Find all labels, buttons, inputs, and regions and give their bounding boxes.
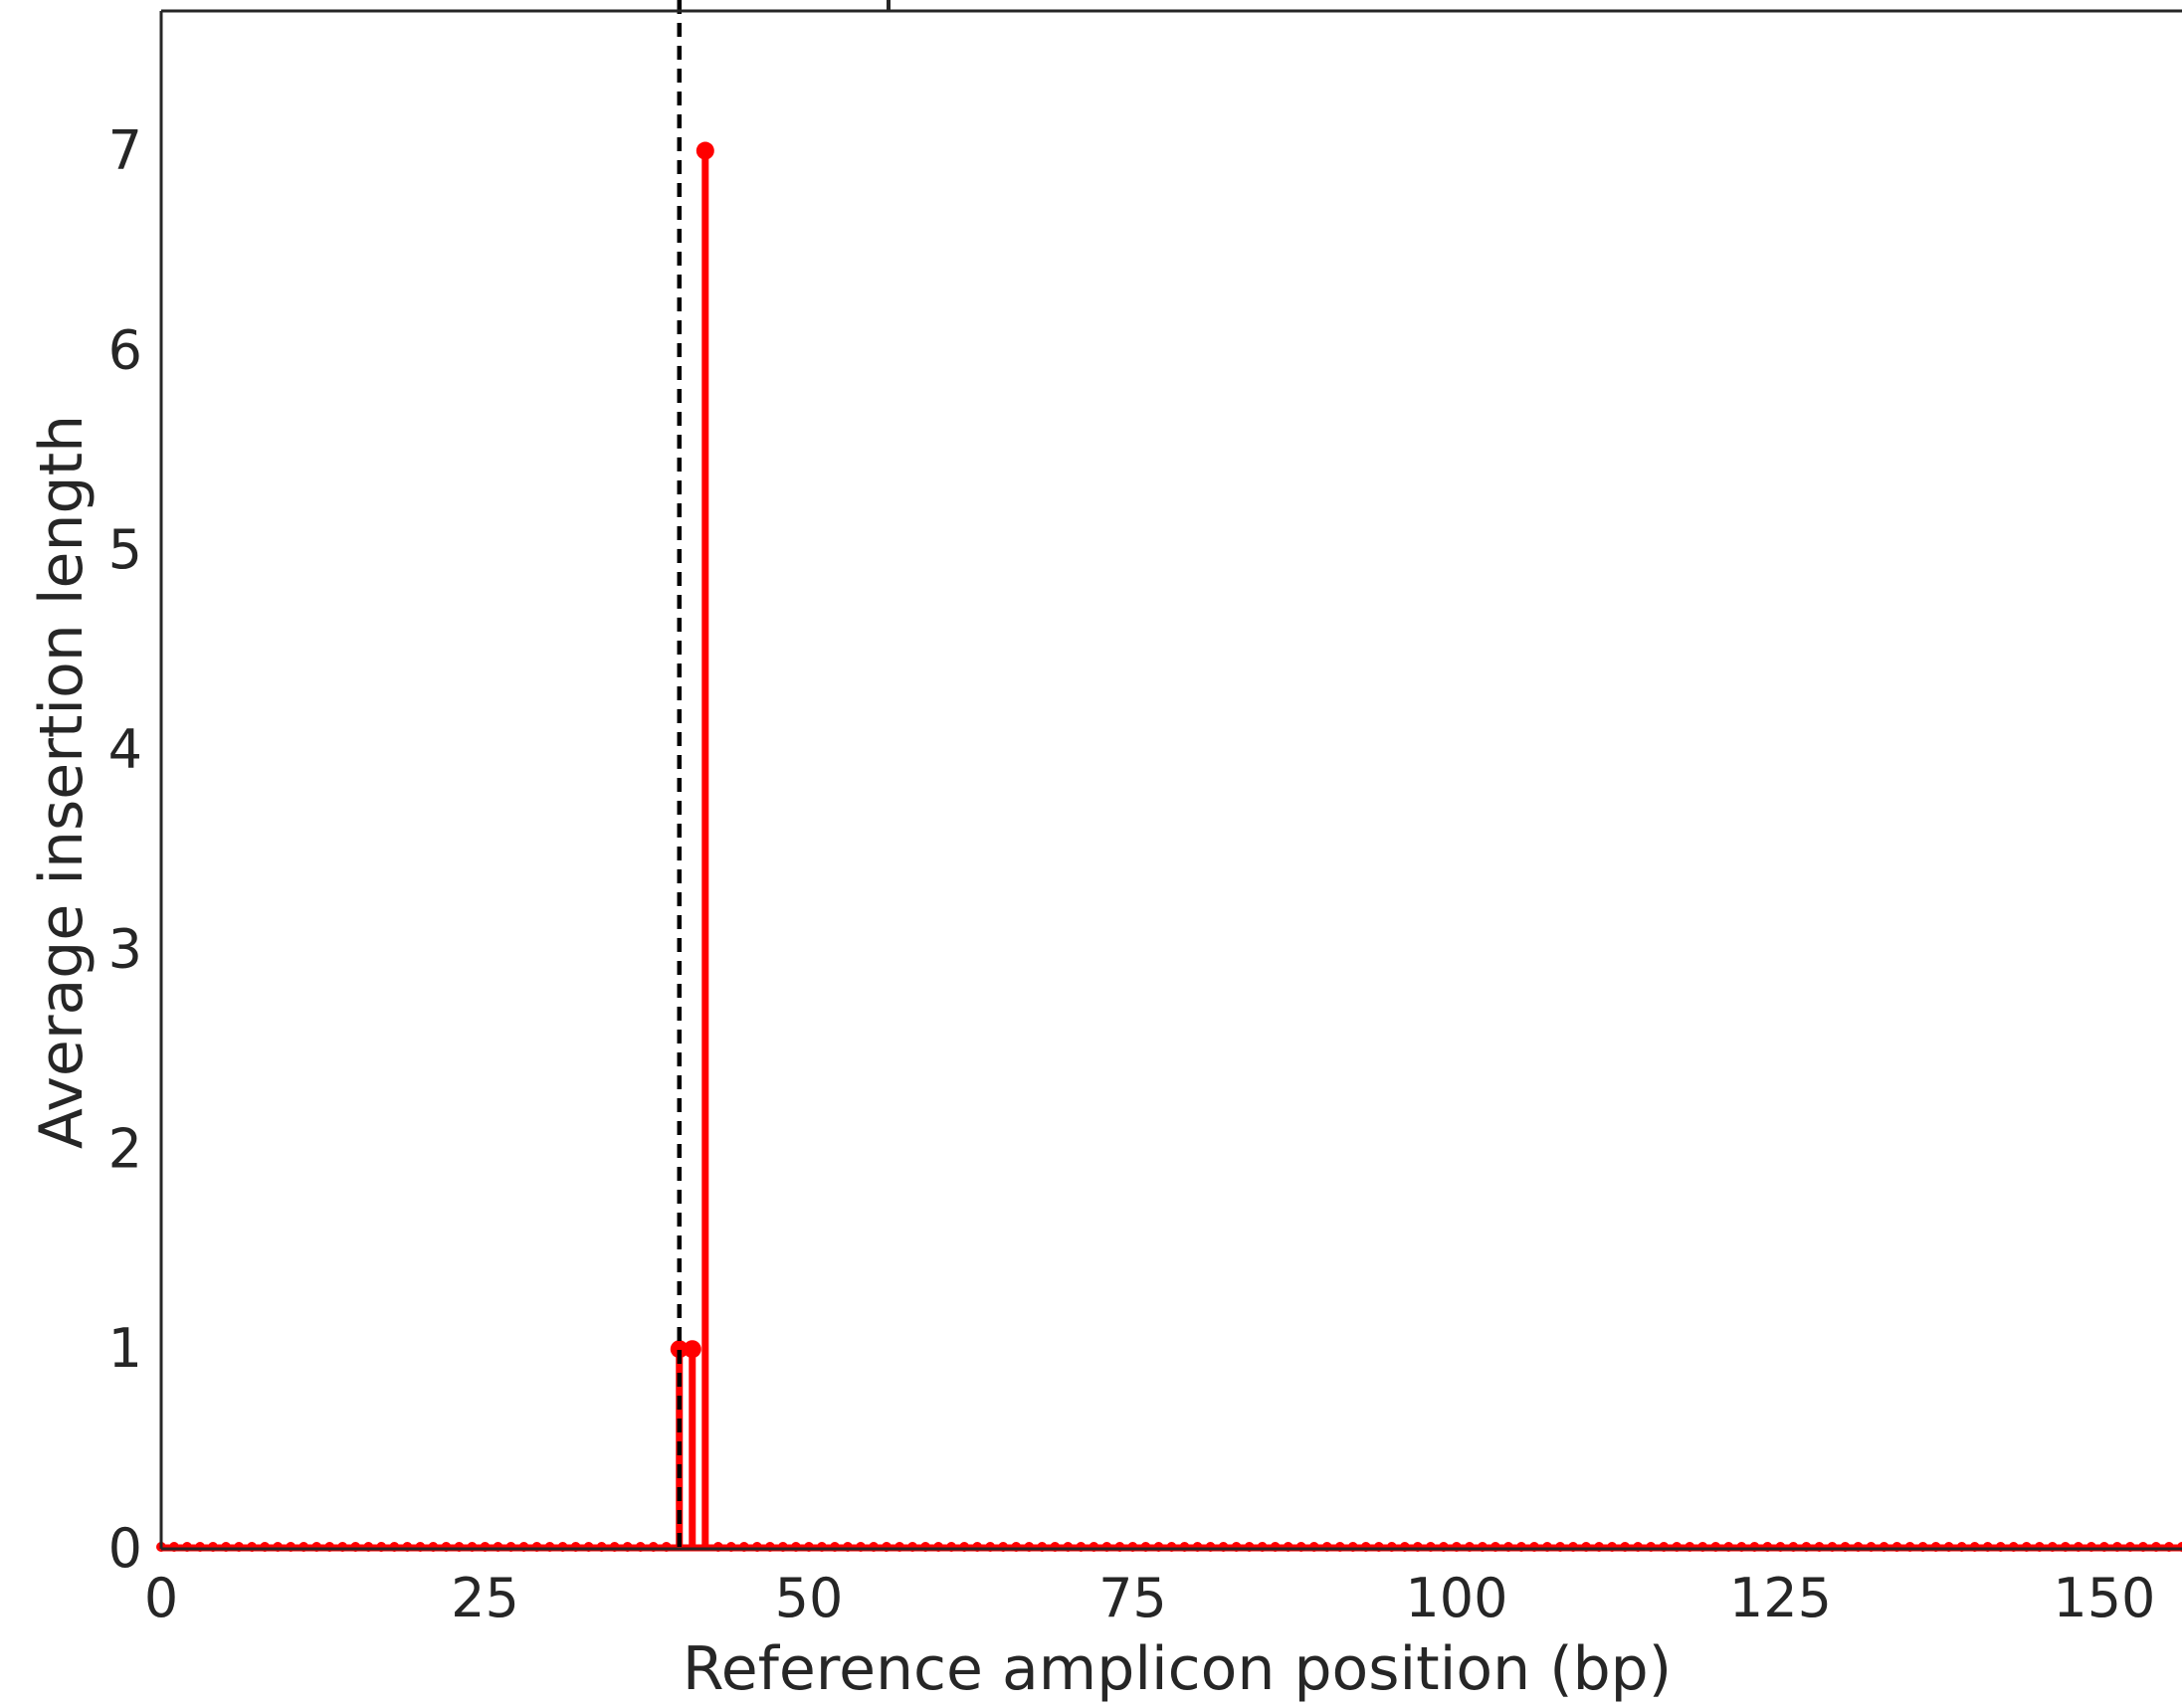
plot-frame (159, 0, 2182, 1551)
y-tick-label: 1 (108, 1317, 142, 1380)
x-tick-label: 150 (2053, 1567, 2155, 1629)
x-tick-label: 125 (1729, 1567, 1832, 1629)
y-tick-label: 7 (108, 119, 142, 182)
y-tick-label: 0 (108, 1517, 142, 1580)
x-axis-ticks: 0 25 50 75 100 125 150 (144, 1567, 2156, 1629)
y-tick-label: 4 (108, 718, 142, 781)
x-tick-label: 100 (1405, 1567, 1507, 1629)
stems-layer (161, 150, 2182, 1552)
stem-marker (670, 1340, 689, 1359)
x-tick-label: 50 (775, 1567, 844, 1629)
stem-marker (683, 1340, 701, 1359)
x-tick-label: 0 (144, 1567, 178, 1629)
y-tick-label: 2 (108, 1117, 142, 1180)
markers-layer (156, 141, 2182, 1552)
y-axis-title: Average insertion length (27, 415, 97, 1149)
y-tick-label: 3 (108, 918, 142, 981)
y-tick-label: 5 (108, 518, 142, 581)
stem-marker (695, 141, 714, 160)
x-tick-label: 25 (451, 1567, 519, 1629)
y-tick-label: 6 (108, 318, 142, 381)
x-tick-label: 75 (1098, 1567, 1167, 1629)
y-axis-ticks: 0 1 2 3 4 5 6 7 (108, 119, 142, 1580)
x-axis-title: Reference amplicon position (bp) (683, 1634, 1672, 1704)
